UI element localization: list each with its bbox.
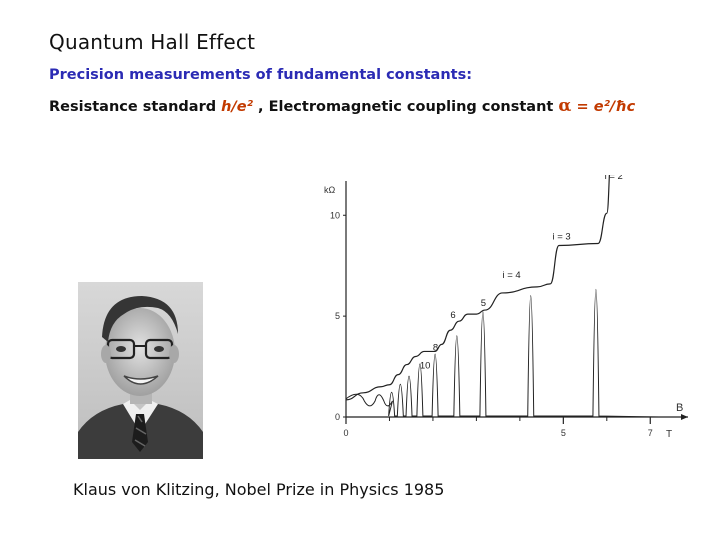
x-axis-arrow [681,414,688,420]
chart-axes [345,181,688,420]
photo-caption: Klaus von Klitzing, Nobel Prize in Physi… [73,480,445,499]
x-unit-label: T [666,429,672,440]
plateau-label: i = 3 [552,231,570,242]
x-axis-label: B [676,402,683,414]
constants-line: Resistance standard h/e² , Electromagnet… [49,96,635,116]
y-tick-label: 5 [335,311,340,321]
alpha-symbol: α [558,96,572,116]
slide-subtitle: Precision measurements of fundamental co… [49,67,472,83]
alpha-formula: = e²/ħc [571,99,636,115]
x-tick-label: 5 [561,428,566,438]
resistance-formula: h/e² [221,99,253,115]
coupling-label: , Electromagnetic coupling constant [252,99,559,115]
plateau-label: 5 [481,298,486,309]
longitudinal-resistance-line [345,289,659,418]
plateau-label: 10 [420,361,431,372]
plateau-label: 6 [450,310,455,321]
slide-title: Quantum Hall Effect [49,30,256,54]
resistance-label: Resistance standard [49,99,222,115]
x-tick-label: 7 [648,428,653,438]
plateau-label: i = 2 [605,175,623,182]
y-axis-label: kΩ [324,185,336,195]
plateau-label: 8 [433,342,438,353]
x-tick-label: 0 [343,428,348,438]
y-tick-label: 10 [330,210,340,220]
portrait-photo [78,282,203,459]
plateau-label: i = 4 [502,270,520,281]
y-tick-label: 0 [335,412,340,422]
hall-resistance-line [345,175,610,401]
